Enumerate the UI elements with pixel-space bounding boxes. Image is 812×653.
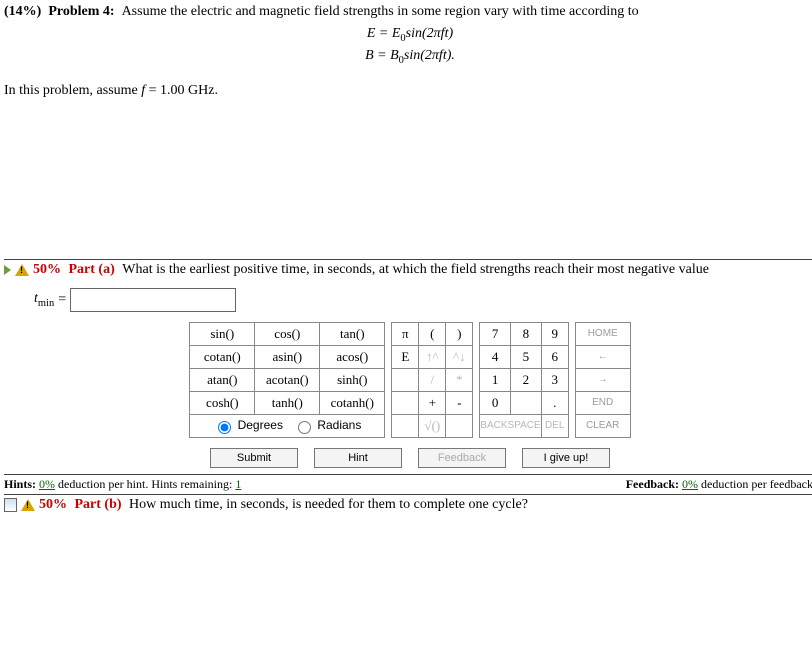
command-pad: HOME ← → END CLEAR (575, 322, 631, 438)
degrees-label: Degrees (238, 418, 283, 432)
fn-acotan[interactable]: acotan() (255, 368, 320, 391)
assume-pre: In this problem, assume (4, 83, 141, 98)
problem-weight: (14%) (4, 4, 41, 19)
key-left[interactable]: ← (575, 345, 630, 368)
key-5[interactable]: 5 (510, 345, 541, 368)
giveup-button[interactable]: I give up! (522, 448, 610, 468)
hints-mid: deduction per hint. Hints remaining: (55, 477, 235, 491)
key-1[interactable]: 1 (480, 368, 511, 391)
key-clear[interactable]: CLEAR (575, 414, 630, 437)
part-b-label: Part (b) (75, 497, 122, 513)
fn-acos[interactable]: acos() (320, 345, 385, 368)
document-icon[interactable] (4, 498, 17, 512)
part-a-weight: 50% (33, 262, 61, 278)
fn-cos[interactable]: cos() (255, 322, 320, 345)
key-dot[interactable]: . (541, 391, 568, 414)
hints-remaining-link[interactable]: 1 (235, 477, 241, 491)
fn-tan[interactable]: tan() (320, 322, 385, 345)
hints-deduction-link[interactable]: 0% (39, 477, 55, 491)
problem-number: Problem 4: (48, 4, 114, 19)
key-plus[interactable]: + (419, 391, 446, 414)
key-minus[interactable]: - (446, 391, 473, 414)
key-lparen[interactable]: ( (419, 322, 446, 345)
radians-radio[interactable] (298, 421, 311, 434)
feedback-label: Feedback: (626, 477, 682, 491)
key-7[interactable]: 7 (480, 322, 511, 345)
key-del[interactable]: DEL (541, 414, 568, 437)
eq2-post: sin(2πft). (404, 48, 455, 63)
hints-label: Hints: (4, 477, 39, 491)
key-8[interactable]: 8 (510, 322, 541, 345)
key-blank1 (392, 368, 419, 391)
key-home[interactable]: HOME (575, 322, 630, 345)
key-6[interactable]: 6 (541, 345, 568, 368)
number-pad: 7 8 9 4 5 6 1 2 3 0 . (479, 322, 568, 438)
hint-button[interactable]: Hint (314, 448, 402, 468)
function-pad: sin() cos() tan() cotan() asin() acos() … (189, 322, 385, 438)
fn-tanh[interactable]: tanh() (255, 391, 320, 414)
fn-sin[interactable]: sin() (190, 322, 255, 345)
key-2[interactable]: 2 (510, 368, 541, 391)
key-end[interactable]: END (575, 391, 630, 414)
key-e[interactable]: E (392, 345, 419, 368)
fn-atan[interactable]: atan() (190, 368, 255, 391)
key-divide[interactable]: / (419, 368, 446, 391)
part-a-section: 50% Part (a) What is the earliest positi… (4, 259, 812, 494)
answer-input[interactable] (70, 288, 236, 312)
radians-label: Radians (317, 418, 361, 432)
answer-equals: = (58, 292, 66, 308)
key-blank4 (446, 414, 473, 437)
operator-pad: π ( ) E ↑^ ^↓ / * + - (391, 322, 473, 438)
expand-icon[interactable] (4, 265, 11, 275)
key-0[interactable]: 0 (480, 391, 511, 414)
fn-cotan[interactable]: cotan() (190, 345, 255, 368)
eq2-mid: = B (374, 48, 399, 63)
warning-icon (15, 264, 29, 276)
equation-block: E = E0sin(2πft) B = B0sin(2πft). (4, 24, 812, 69)
answer-row: tmin = (34, 288, 812, 312)
key-3[interactable]: 3 (541, 368, 568, 391)
key-exp-up[interactable]: ↑^ (419, 345, 446, 368)
part-b-question: How much time, in seconds, is needed for… (129, 497, 528, 513)
eq2-lhs: B (365, 48, 374, 63)
key-right[interactable]: → (575, 368, 630, 391)
key-rparen[interactable]: ) (446, 322, 473, 345)
key-9[interactable]: 9 (541, 322, 568, 345)
submit-button[interactable]: Submit (210, 448, 298, 468)
problem-header: (14%) Problem 4: Assume the electric and… (4, 4, 812, 20)
key-sqrt[interactable]: √() (419, 414, 446, 437)
answer-var-sub: min (38, 298, 54, 309)
assume-post: = 1.00 GHz. (145, 83, 218, 98)
feedback-button[interactable]: Feedback (418, 448, 506, 468)
calculator: sin() cos() tan() cotan() asin() acos() … (189, 322, 630, 438)
key-backspace[interactable]: BACKSPACE (480, 414, 541, 437)
assumption-line: In this problem, assume f = 1.00 GHz. (4, 83, 812, 99)
part-b-section: 50% Part (b) How much time, in seconds, … (4, 494, 812, 513)
key-blank3 (392, 414, 419, 437)
problem-statement: Assume the electric and magnetic field s… (122, 4, 639, 19)
key-4[interactable]: 4 (480, 345, 511, 368)
key-pi[interactable]: π (392, 322, 419, 345)
part-a-label: Part (a) (69, 262, 115, 278)
eq1-post: sin(2πft) (406, 26, 453, 41)
fn-sinh[interactable]: sinh() (320, 368, 385, 391)
part-a-question: What is the earliest positive time, in s… (122, 262, 709, 278)
feedback-deduction-link[interactable]: 0% (682, 477, 698, 491)
warning-icon (21, 499, 35, 511)
part-b-weight: 50% (39, 497, 67, 513)
fn-asin[interactable]: asin() (255, 345, 320, 368)
key-multiply[interactable]: * (446, 368, 473, 391)
fn-cotanh[interactable]: cotanh() (320, 391, 385, 414)
key-blank2 (392, 391, 419, 414)
angle-mode-row: Degrees Radians (190, 414, 385, 437)
degrees-radio[interactable] (218, 421, 231, 434)
feedback-post: deduction per feedback. (698, 477, 812, 491)
fn-cosh[interactable]: cosh() (190, 391, 255, 414)
action-buttons: Submit Hint Feedback I give up! (4, 448, 812, 468)
key-blank-num (510, 391, 541, 414)
eq1-mid: = E (375, 26, 400, 41)
key-exp-down[interactable]: ^↓ (446, 345, 473, 368)
hints-bar: Hints: 0% deduction per hint. Hints rema… (4, 474, 812, 494)
